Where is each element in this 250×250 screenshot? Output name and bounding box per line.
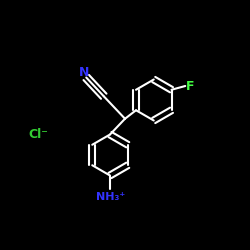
Text: F: F: [186, 80, 194, 92]
Text: NH₃⁺: NH₃⁺: [96, 192, 125, 202]
Text: N: N: [78, 66, 89, 80]
Text: Cl⁻: Cl⁻: [29, 128, 49, 141]
